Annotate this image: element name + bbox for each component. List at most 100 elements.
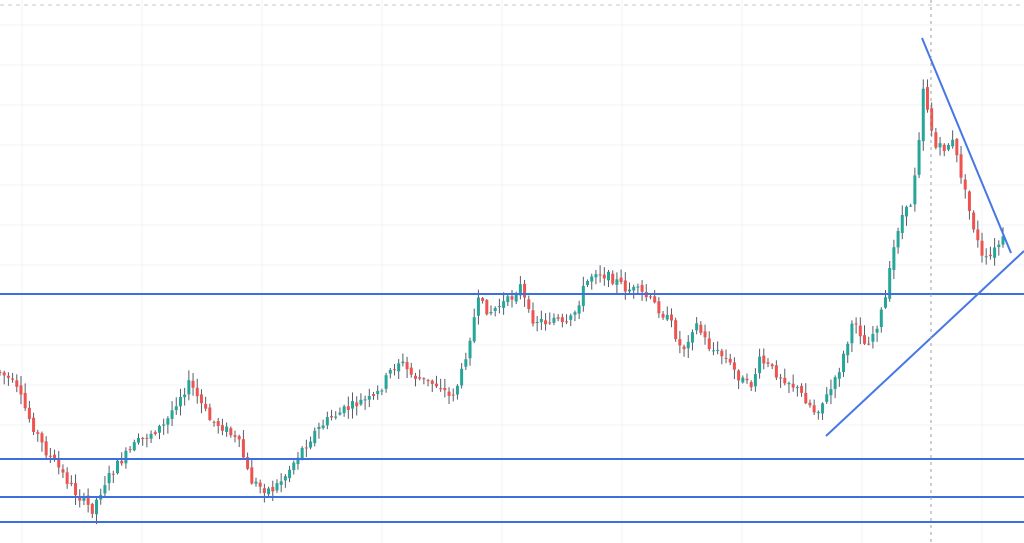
trend-line[interactable]: [921, 37, 1012, 254]
candle-body: [90, 503, 94, 514]
candle-body: [40, 433, 44, 443]
candle-body: [615, 279, 619, 285]
candle-body: [229, 428, 233, 436]
candle-body: [103, 485, 107, 494]
candle-body: [829, 389, 833, 396]
candle-body: [800, 385, 804, 393]
candle: [661, 311, 665, 320]
candle-body: [942, 144, 946, 152]
candle-body: [208, 407, 212, 420]
candle: [682, 344, 686, 357]
candle: [669, 308, 673, 328]
candle-body: [157, 425, 161, 433]
trend-lines-layer[interactable]: [825, 37, 1024, 437]
candle: [716, 341, 720, 355]
candle: [627, 282, 631, 294]
candle-body: [871, 333, 875, 342]
candle-body: [867, 343, 871, 345]
candle: [267, 486, 271, 498]
candle-body: [250, 467, 254, 484]
candle-body: [342, 406, 346, 414]
candle: [955, 137, 959, 163]
candle: [925, 79, 929, 113]
candle-body: [795, 387, 799, 389]
candle-body: [124, 450, 128, 464]
candle: [2, 370, 6, 385]
candle: [342, 404, 346, 417]
candle: [476, 289, 480, 325]
horizontal-levels-layer[interactable]: [0, 293, 1024, 523]
candle-body: [451, 394, 455, 396]
candle: [858, 317, 862, 345]
candle-body: [728, 358, 732, 363]
candle-body: [619, 277, 623, 283]
candle-body: [422, 378, 426, 380]
candle: [988, 246, 992, 260]
candle-body: [900, 214, 904, 233]
trend-line[interactable]: [825, 250, 1024, 437]
candle-body: [812, 405, 816, 413]
candle-body: [732, 362, 736, 370]
candle-body: [11, 378, 15, 380]
candle: [313, 427, 317, 447]
candle: [825, 387, 829, 405]
candle-body: [573, 312, 577, 315]
candle-body: [657, 301, 661, 314]
candle: [212, 420, 216, 427]
candle-body: [468, 340, 472, 359]
candle: [946, 143, 950, 152]
candle: [930, 102, 934, 137]
candle: [216, 417, 220, 434]
candle-body: [439, 388, 443, 390]
candle: [774, 360, 778, 381]
candle-body: [703, 331, 707, 338]
candle: [586, 279, 590, 288]
candle: [972, 210, 976, 233]
candle-body: [980, 240, 984, 256]
candle-body: [69, 482, 73, 485]
candle: [867, 336, 871, 346]
candle: [460, 363, 464, 389]
candle-body: [363, 399, 367, 401]
candle-body: [737, 370, 741, 381]
candle-body: [237, 436, 241, 440]
candle: [472, 308, 476, 344]
candle-body: [804, 392, 808, 404]
candle-body: [120, 460, 124, 464]
candle-body: [539, 318, 543, 323]
candle-body: [502, 301, 506, 308]
candle: [455, 384, 459, 400]
candle-body: [669, 314, 673, 321]
candle: [833, 375, 837, 399]
candle: [405, 356, 409, 379]
candle: [11, 372, 15, 383]
candle-body: [288, 469, 292, 479]
candle-body: [716, 349, 720, 351]
candles-layer: [0, 79, 1005, 525]
candle: [619, 269, 623, 285]
candle-body: [766, 362, 770, 364]
candle-body: [921, 88, 925, 142]
candle: [447, 387, 451, 405]
candle: [821, 402, 825, 420]
candle-body: [955, 139, 959, 156]
candle-body: [183, 394, 187, 398]
candle: [246, 452, 250, 471]
candle: [812, 399, 816, 416]
candle-body: [674, 320, 678, 340]
candle-body: [48, 455, 52, 457]
candle-body: [925, 87, 929, 110]
candle: [883, 290, 887, 309]
candle: [829, 379, 833, 405]
candle-body: [783, 377, 787, 384]
candle-body: [594, 274, 598, 278]
candle: [695, 317, 699, 335]
candle: [703, 324, 707, 345]
candle-body: [23, 392, 27, 409]
candle: [611, 270, 615, 286]
candle-body: [531, 310, 535, 324]
candle: [640, 280, 644, 301]
candle: [292, 460, 296, 475]
candle: [174, 397, 178, 415]
